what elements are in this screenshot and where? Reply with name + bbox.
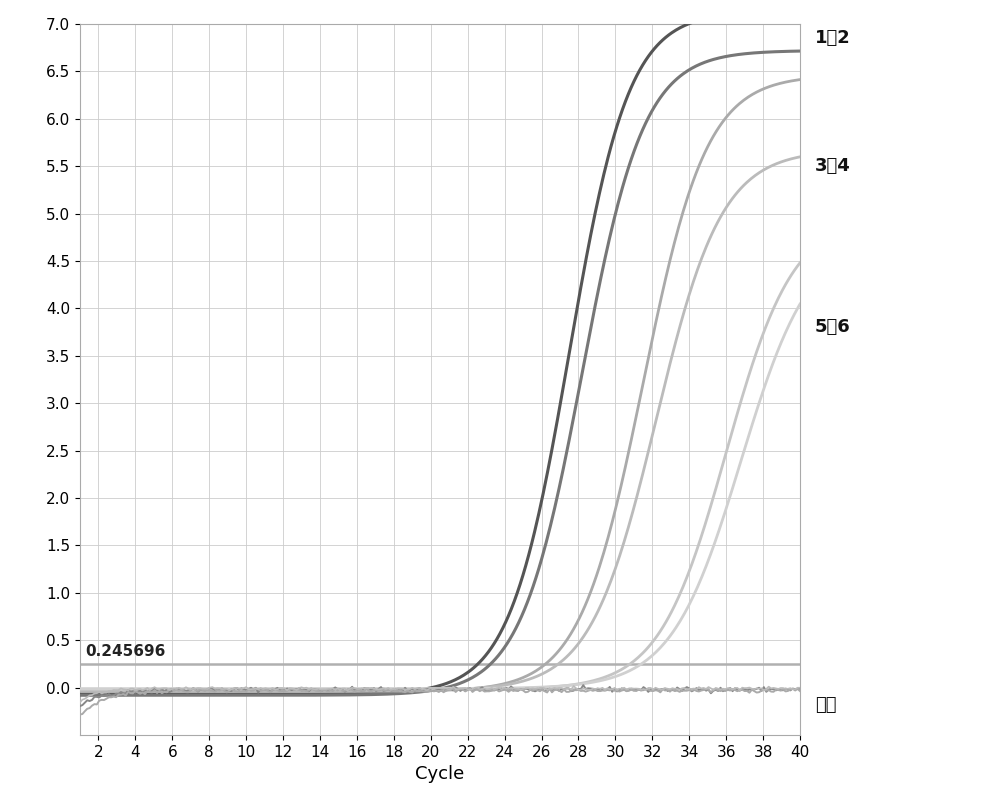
Text: 1、2: 1、2: [815, 30, 851, 47]
Text: 空白: 空白: [815, 696, 837, 714]
Text: 5、6: 5、6: [815, 318, 851, 336]
Text: 3、4: 3、4: [815, 157, 851, 175]
X-axis label: Cycle: Cycle: [415, 765, 465, 783]
Text: 0.245696: 0.245696: [86, 644, 166, 658]
